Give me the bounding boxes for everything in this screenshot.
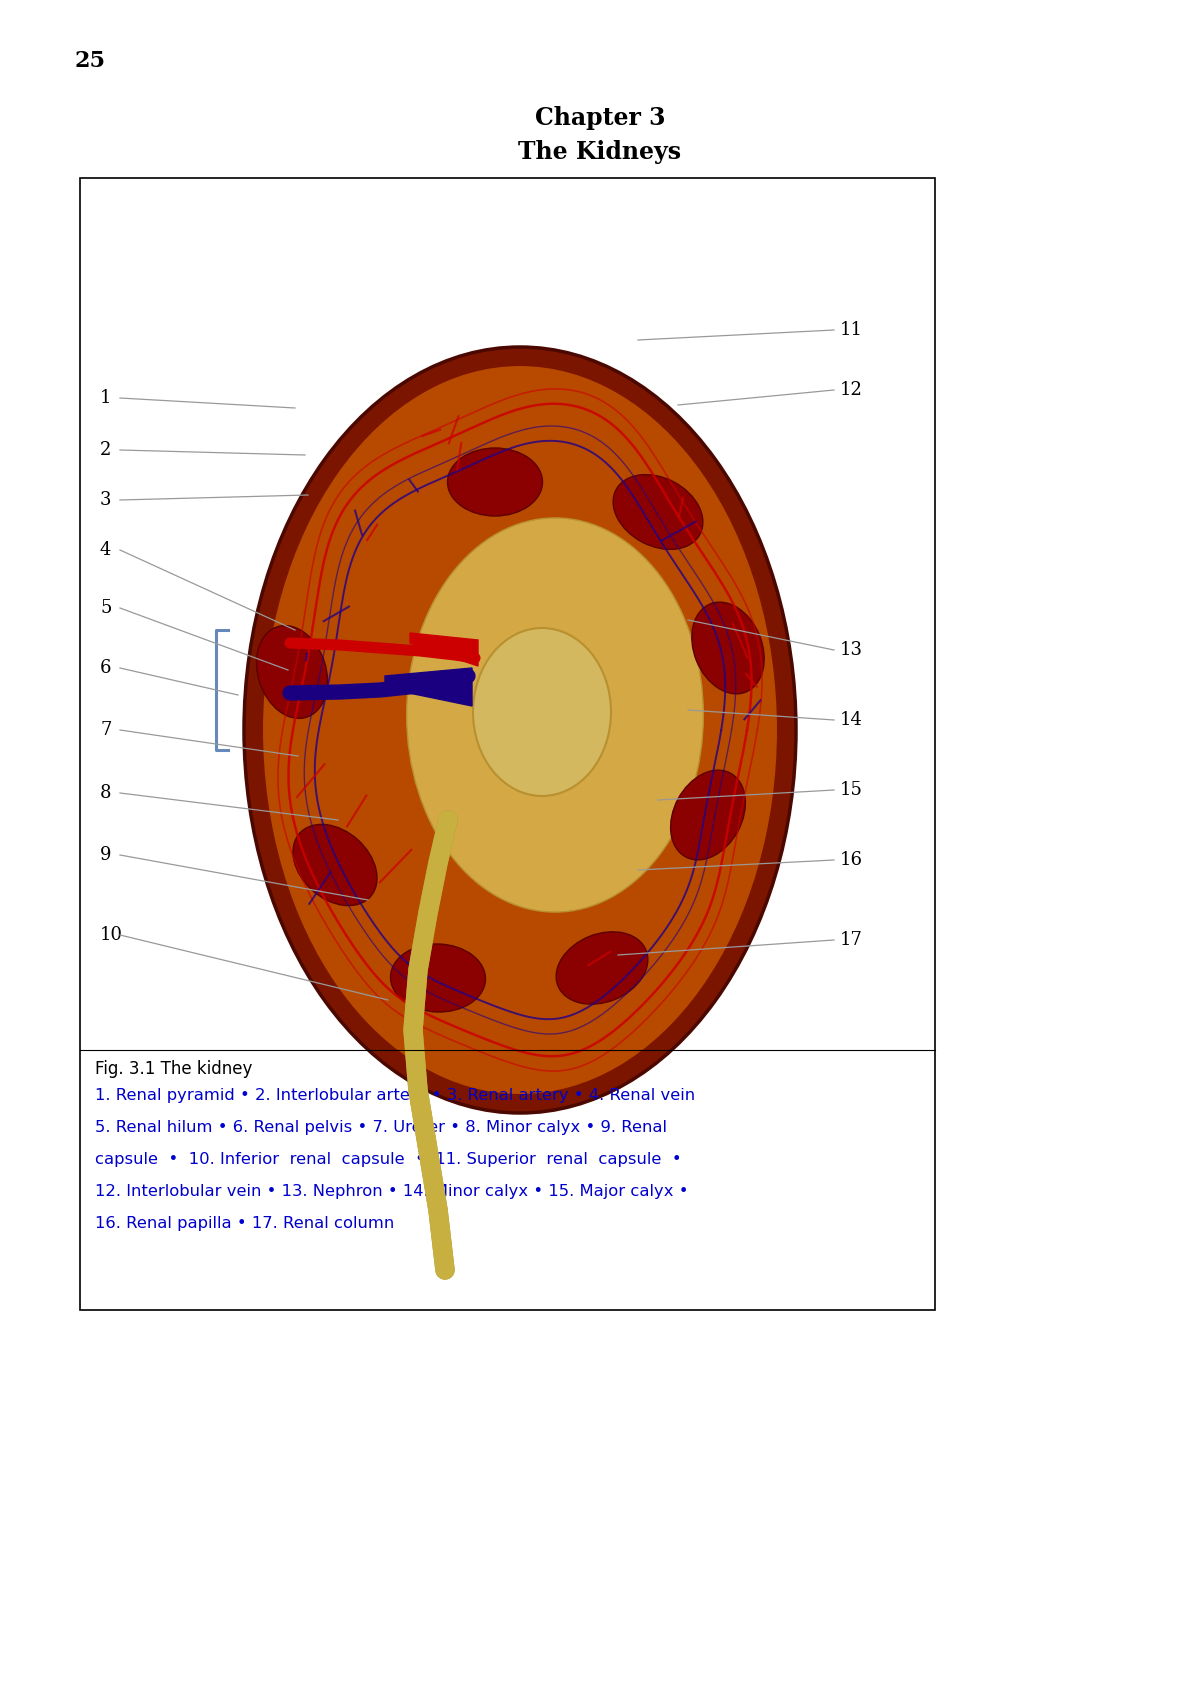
Text: 16. Renal papilla • 17. Renal column: 16. Renal papilla • 17. Renal column bbox=[95, 1216, 395, 1231]
Ellipse shape bbox=[613, 475, 703, 550]
Text: 12. Interlobular vein • 13. Nephron • 14. Minor calyx • 15. Major calyx •: 12. Interlobular vein • 13. Nephron • 14… bbox=[95, 1184, 689, 1199]
Ellipse shape bbox=[244, 346, 796, 1112]
Text: 17: 17 bbox=[840, 931, 863, 949]
Polygon shape bbox=[385, 667, 472, 706]
Text: 8: 8 bbox=[100, 784, 112, 801]
Text: 12: 12 bbox=[840, 380, 863, 399]
Polygon shape bbox=[410, 633, 478, 666]
Ellipse shape bbox=[556, 932, 648, 1004]
Ellipse shape bbox=[448, 448, 542, 516]
Text: 7: 7 bbox=[100, 722, 112, 739]
Ellipse shape bbox=[692, 603, 764, 694]
Ellipse shape bbox=[257, 625, 328, 718]
Text: 5. Renal hilum • 6. Renal pelvis • 7. Ureter • 8. Minor calyx • 9. Renal: 5. Renal hilum • 6. Renal pelvis • 7. Ur… bbox=[95, 1121, 667, 1134]
Text: Fig. 3.1 The kidney: Fig. 3.1 The kidney bbox=[95, 1060, 252, 1078]
Text: 11: 11 bbox=[840, 321, 863, 340]
Ellipse shape bbox=[473, 628, 611, 796]
Text: 6: 6 bbox=[100, 659, 112, 678]
Text: 4: 4 bbox=[100, 542, 112, 559]
Text: The Kidneys: The Kidneys bbox=[518, 139, 682, 165]
Ellipse shape bbox=[407, 518, 703, 912]
Ellipse shape bbox=[390, 944, 486, 1012]
Text: 10: 10 bbox=[100, 925, 124, 944]
Text: 1: 1 bbox=[100, 389, 112, 408]
Text: 2: 2 bbox=[100, 441, 112, 458]
Text: 9: 9 bbox=[100, 846, 112, 864]
Text: 15: 15 bbox=[840, 781, 863, 800]
Text: 13: 13 bbox=[840, 642, 863, 659]
Text: 25: 25 bbox=[74, 49, 106, 71]
Ellipse shape bbox=[293, 825, 377, 905]
Text: 16: 16 bbox=[840, 851, 863, 869]
Ellipse shape bbox=[262, 365, 778, 1095]
Text: 5: 5 bbox=[100, 599, 112, 616]
Text: capsule  •  10. Inferior  renal  capsule  •  11. Superior  renal  capsule  •: capsule • 10. Inferior renal capsule • 1… bbox=[95, 1151, 682, 1167]
Ellipse shape bbox=[671, 771, 745, 859]
Text: 14: 14 bbox=[840, 711, 863, 728]
Text: Chapter 3: Chapter 3 bbox=[535, 105, 665, 131]
Text: 3: 3 bbox=[100, 491, 112, 509]
Bar bbox=[80, 178, 935, 1309]
Text: 1. Renal pyramid • 2. Interlobular artery • 3. Renal artery • 4. Renal vein: 1. Renal pyramid • 2. Interlobular arter… bbox=[95, 1088, 695, 1104]
